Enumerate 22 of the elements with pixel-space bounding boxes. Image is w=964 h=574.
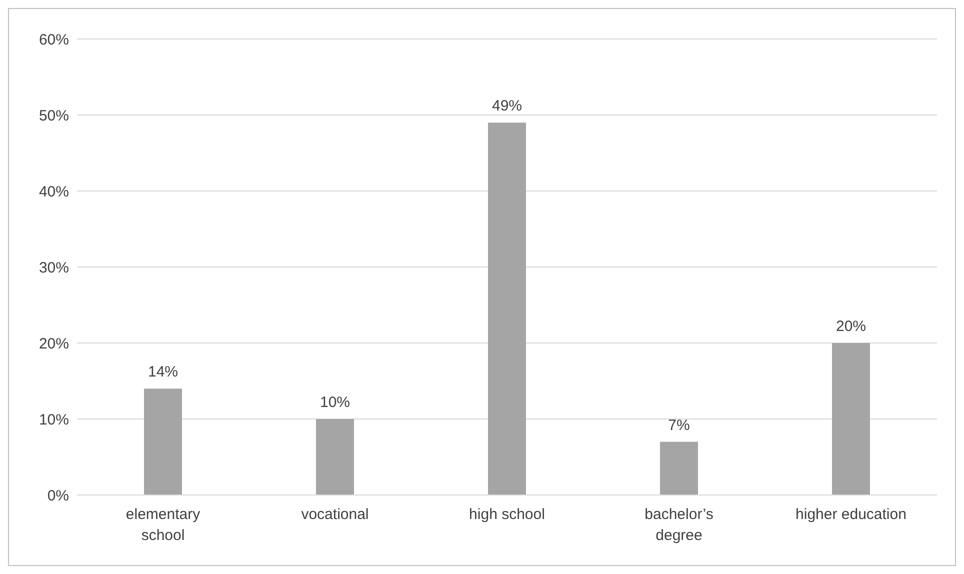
x-tick-label: bachelor’s degree xyxy=(644,506,714,544)
bar xyxy=(316,419,354,495)
y-tick-label: 60% xyxy=(38,31,69,48)
bar xyxy=(488,122,526,495)
x-tick-label: high school xyxy=(469,506,545,523)
data-label: 14% xyxy=(148,364,178,381)
data-label: 20% xyxy=(836,318,866,335)
bar xyxy=(660,442,698,495)
data-label: 7% xyxy=(668,416,690,434)
y-tick-label: 10% xyxy=(38,411,69,428)
data-label: 49% xyxy=(492,98,522,115)
y-tick-label: 0% xyxy=(47,487,69,504)
y-tick-label: 40% xyxy=(38,183,69,200)
x-tick-label: higher education xyxy=(796,506,906,523)
bar xyxy=(832,343,870,495)
bar xyxy=(144,388,182,495)
x-tick-label: vocational xyxy=(301,506,369,523)
x-tick-label: elementary school xyxy=(126,506,201,544)
y-tick-label: 20% xyxy=(38,335,69,352)
data-label: 10% xyxy=(320,394,350,411)
y-tick-label: 50% xyxy=(38,107,69,124)
y-tick-label: 30% xyxy=(38,259,69,276)
